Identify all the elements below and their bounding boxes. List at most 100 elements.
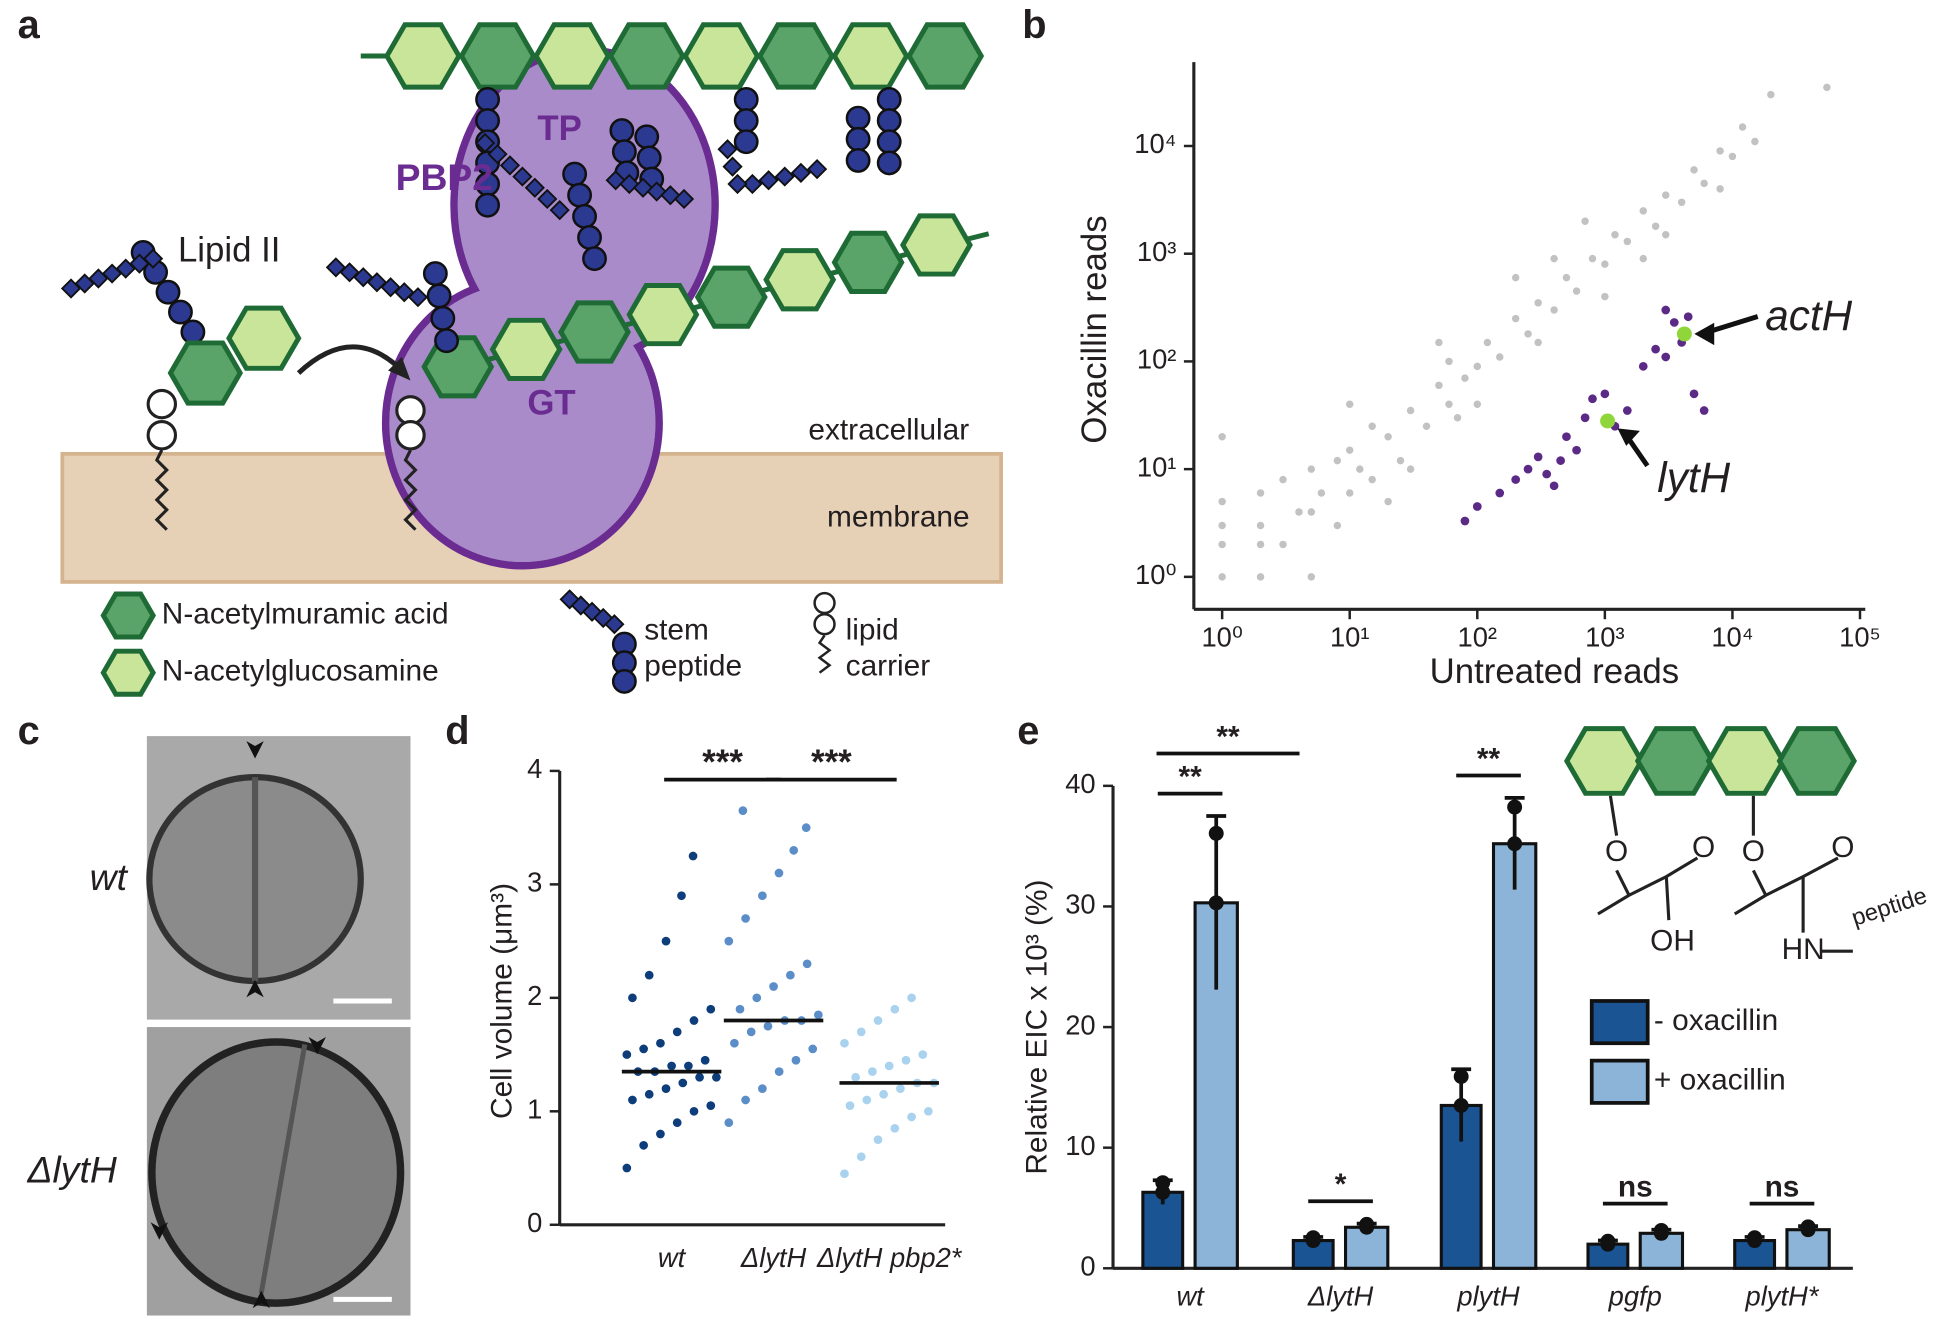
point	[724, 1118, 734, 1128]
point	[1549, 481, 1559, 491]
legend-text: peptide	[644, 650, 742, 683]
atom-label: O	[1692, 831, 1715, 864]
point	[741, 914, 750, 923]
amino-acid	[845, 105, 871, 131]
point	[741, 1095, 750, 1105]
amino-acid	[845, 126, 871, 152]
point	[1662, 231, 1670, 239]
point	[774, 868, 784, 878]
amino-acid	[475, 108, 501, 134]
point	[1639, 254, 1647, 263]
atom-label: O	[1605, 835, 1628, 868]
amino-acid	[609, 118, 635, 143]
point	[1218, 573, 1226, 581]
point	[840, 1169, 849, 1179]
point	[1279, 475, 1287, 484]
x-tick-label: 10⁵	[1839, 621, 1881, 652]
y-tick-label: 10⁰	[1135, 559, 1176, 590]
arrow-head	[388, 356, 411, 381]
x-tick-label: 10³	[1585, 621, 1625, 652]
amino-acid	[567, 182, 593, 208]
arrowhead	[150, 1222, 169, 1240]
point	[1676, 326, 1692, 342]
amino-acid	[168, 299, 193, 325]
y-tick-label: 10	[1065, 1130, 1095, 1161]
point	[1511, 273, 1520, 282]
y-tick-label: 3	[527, 867, 542, 898]
domain-label: TP	[537, 109, 581, 148]
point	[1256, 540, 1265, 549]
sugar	[831, 230, 905, 294]
replicate	[1208, 895, 1224, 911]
sugar	[100, 591, 156, 640]
point	[639, 1140, 648, 1150]
lipid-tail	[154, 449, 169, 531]
point	[695, 1072, 704, 1082]
x-tick-label: pgfp	[1608, 1280, 1662, 1311]
point	[1572, 287, 1581, 295]
significance-label: *	[1335, 1168, 1347, 1201]
legend-text: - oxacillin	[1654, 1004, 1778, 1037]
atom-label: OH	[1650, 924, 1695, 957]
point	[1562, 273, 1571, 282]
domain-label: GT	[527, 384, 575, 423]
point	[1511, 475, 1521, 484]
point	[1472, 502, 1482, 511]
point	[769, 982, 778, 991]
panel-label: d	[445, 709, 469, 753]
significance-label: ***	[702, 743, 743, 782]
point	[724, 936, 734, 946]
legend-text: stem	[644, 614, 709, 647]
point	[1307, 508, 1316, 516]
amino-acid	[577, 225, 602, 250]
point	[1700, 179, 1708, 188]
replicate	[1208, 825, 1224, 841]
point	[1716, 147, 1724, 155]
amino-acid	[774, 166, 795, 187]
phosphate	[395, 395, 426, 426]
point	[1661, 305, 1671, 315]
amino-acid	[430, 305, 456, 331]
point	[1677, 198, 1686, 207]
amino-acid	[487, 144, 508, 165]
point	[1483, 338, 1492, 347]
amino-acid	[733, 108, 759, 134]
y-tick-label: 1	[527, 1094, 542, 1125]
annotation-arrowhead	[1694, 322, 1715, 346]
significance-label: ns	[1618, 1171, 1653, 1204]
point	[862, 1095, 872, 1105]
sugar	[383, 22, 462, 90]
amino-acid	[524, 177, 545, 198]
point	[684, 1061, 693, 1071]
point	[678, 1078, 688, 1088]
point	[1572, 445, 1581, 455]
legend-text: carrier	[846, 650, 931, 683]
point	[688, 851, 698, 861]
point	[1562, 432, 1571, 442]
point	[667, 1061, 676, 1071]
strain-label: wt	[90, 856, 129, 898]
point	[1683, 312, 1693, 322]
amino-acid	[673, 188, 695, 210]
point	[873, 1016, 883, 1025]
significance-label: ns	[1765, 1171, 1800, 1204]
legend-text: lipid	[846, 614, 899, 647]
amino-acid	[475, 192, 501, 218]
point	[1767, 90, 1775, 99]
point	[1461, 374, 1469, 382]
bar	[1141, 1190, 1185, 1270]
sugar	[167, 340, 244, 406]
point	[774, 1067, 784, 1076]
point	[791, 1055, 801, 1065]
arrowhead	[252, 1290, 270, 1309]
point	[1256, 521, 1265, 530]
point	[700, 1055, 710, 1065]
phosphate	[813, 613, 836, 636]
amino-acid	[876, 129, 902, 155]
point	[1384, 432, 1392, 441]
replicate	[1507, 836, 1523, 852]
lipid-tail	[817, 634, 832, 674]
point	[656, 1129, 665, 1139]
